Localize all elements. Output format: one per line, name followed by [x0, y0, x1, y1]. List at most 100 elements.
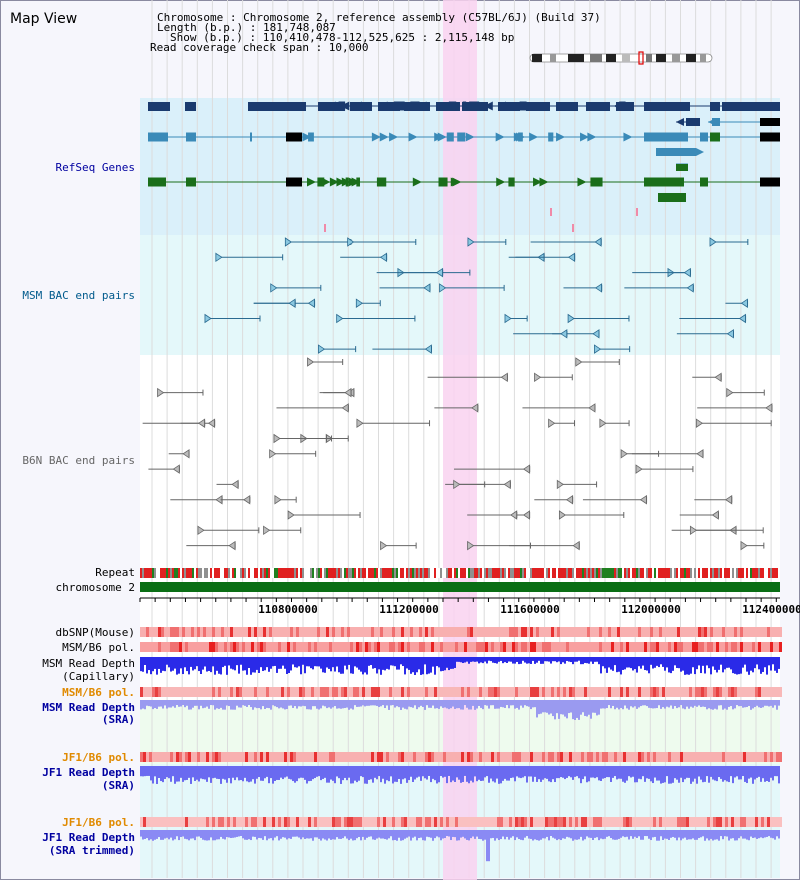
chromosome-bar[interactable]: [140, 582, 780, 592]
read-depth-bar: [296, 700, 298, 709]
gene-exon: [619, 101, 626, 111]
read-depth-bar: [492, 830, 494, 838]
read-depth-bar: [560, 766, 562, 778]
repeat-label[interactable]: Repeat: [95, 566, 135, 579]
polymorphism-cell: [587, 817, 590, 827]
selected-region-highlight[interactable]: [443, 0, 477, 880]
read-depth-bar: [250, 657, 252, 675]
polymorphism-cell: [497, 687, 500, 697]
read-depth-bar: [778, 700, 780, 706]
polymorphism-cell: [365, 752, 368, 762]
polymorphism-cell: [602, 752, 605, 762]
polymorphism-cell: [641, 817, 644, 827]
polymorphism-cell: [260, 752, 263, 762]
read-depth-bar: [158, 700, 160, 707]
read-depth-bar: [272, 700, 274, 706]
msm-bac-end-pairs-track[interactable]: [204, 237, 749, 354]
polymorphism-cell: [281, 642, 284, 652]
polymorphism-cell: [143, 817, 146, 827]
jf1-depth-sra-label[interactable]: JF1 Read Depth: [42, 766, 135, 779]
read-depth-bar: [254, 700, 256, 708]
read-depth-bar: [656, 830, 658, 841]
polymorphism-cell: [215, 687, 218, 697]
polymorphism-cell: [218, 627, 221, 637]
refseq-genes-label[interactable]: RefSeq Genes: [56, 161, 135, 174]
gene-exon: [700, 177, 708, 187]
read-depth-bar: [356, 700, 358, 707]
read-depth-bar: [338, 657, 340, 673]
read-depth-bar: [332, 700, 334, 708]
read-depth-bar: [448, 830, 450, 837]
read-depth-bar: [350, 766, 352, 784]
read-depth-bar: [358, 657, 360, 670]
gene-exon: [356, 177, 360, 187]
read-depth-bar: [776, 700, 778, 710]
polymorphism-cell: [386, 687, 389, 697]
read-depth-bar: [252, 830, 254, 837]
read-depth-bar: [362, 766, 364, 778]
polymorphism-cell: [611, 687, 614, 697]
repeat-element: [586, 568, 588, 578]
read-depth-bar: [220, 657, 222, 675]
read-depth-bar: [764, 700, 766, 706]
polymorphism-cell: [686, 752, 689, 762]
read-depth-bar: [624, 830, 626, 838]
msm-b6-pol-label[interactable]: MSM/B6 pol.: [62, 641, 135, 654]
polymorphism-cell: [683, 687, 686, 697]
repeat-element: [724, 568, 726, 578]
read-depth-bar: [314, 830, 316, 838]
repeat-track[interactable]: [140, 568, 780, 578]
read-depth-bar: [544, 766, 546, 779]
polymorphism-cell: [620, 687, 623, 697]
chromosome-ideogram[interactable]: [529, 51, 713, 65]
polymorphism-cell: [293, 687, 296, 697]
read-depth-bar: [688, 657, 690, 675]
polymorphism-cell: [707, 752, 710, 762]
bac-end-marker: [599, 418, 607, 428]
polymorphism-cell: [683, 642, 686, 652]
polymorphism-cell: [512, 687, 515, 697]
read-depth-bar: [496, 766, 498, 779]
msm-depth-sra-label[interactable]: MSM Read Depth: [42, 701, 135, 714]
polymorphism-cell: [383, 687, 386, 697]
polymorphism-cell: [761, 687, 764, 697]
polymorphism-cell: [242, 817, 245, 827]
polymorphism-cell: [344, 627, 347, 637]
repeat-element: [416, 568, 418, 578]
polymorphism-cell: [464, 817, 467, 827]
repeat-element: [754, 568, 756, 578]
read-depth-bar: [500, 657, 502, 661]
polymorphism-cell: [248, 687, 251, 697]
polymorphism-cell: [494, 687, 497, 697]
b6n-bac-end-pairs-track[interactable]: [142, 357, 773, 551]
read-depth-bar: [144, 830, 146, 839]
read-depth-bar: [686, 700, 688, 707]
msm-depth-capillary-label[interactable]: MSM Read Depth: [42, 657, 135, 670]
repeat-element: [260, 568, 262, 578]
msm-b6-pol-sra-label[interactable]: MSM/B6 pol.: [62, 686, 135, 699]
polymorphism-cell: [644, 627, 647, 637]
dbsnp-label[interactable]: dbSNP(Mouse): [56, 626, 135, 639]
bac-end-marker: [273, 433, 281, 444]
bac-end-marker: [534, 372, 542, 383]
polymorphism-cell: [206, 817, 209, 827]
chromosome-track-label[interactable]: chromosome 2: [56, 581, 135, 594]
jf1-b6-pol-label[interactable]: JF1/B6 pol.: [62, 751, 135, 764]
polymorphism-cell: [479, 687, 482, 697]
jf1-b6-pol-trim-label[interactable]: JF1/B6 pol.: [62, 816, 135, 829]
read-depth-bar: [436, 657, 438, 667]
read-depth-bar: [652, 830, 654, 838]
read-depth-bar: [644, 700, 646, 706]
refseq-genes-track[interactable]: [148, 101, 780, 233]
msm-bac-label[interactable]: MSM BAC end pairs: [22, 289, 135, 302]
read-depth-bar: [260, 657, 262, 668]
polymorphism-cell: [224, 642, 227, 652]
jf1-depth-trim-label[interactable]: JF1 Read Depth: [42, 831, 135, 844]
b6n-bac-label[interactable]: B6N BAC end pairs: [22, 454, 135, 467]
polymorphism-cell: [245, 642, 248, 652]
polymorphism-cell: [272, 752, 275, 762]
read-depth-bar: [160, 830, 162, 840]
read-depth-bar: [440, 830, 442, 841]
snp-and-depth-tracks[interactable]: [140, 627, 782, 862]
